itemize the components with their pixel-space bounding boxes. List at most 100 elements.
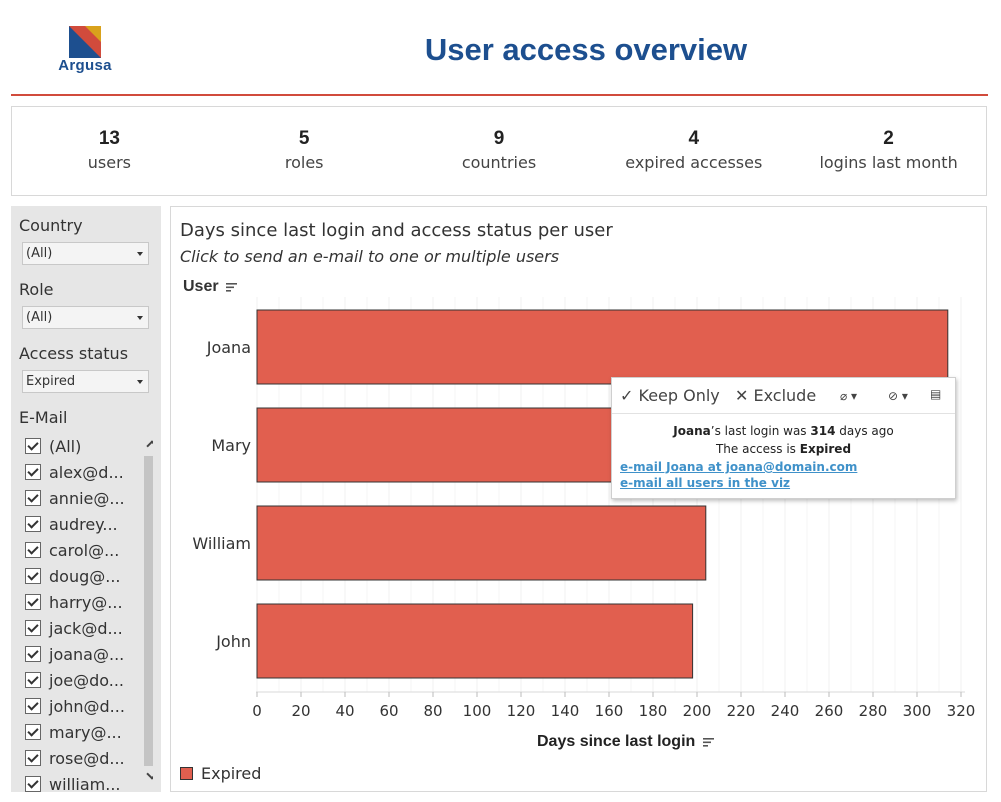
role-filter-label: Role <box>19 280 54 299</box>
checkbox[interactable] <box>25 620 41 636</box>
keep-only-button[interactable]: ✓ Keep Only <box>620 386 720 405</box>
bar-william[interactable] <box>256 505 707 581</box>
email-option[interactable]: harry@... <box>25 590 123 614</box>
tooltip-text: The access is <box>715 442 800 456</box>
country-select-value: (All) <box>26 246 53 261</box>
x-axis-header[interactable]: Days since last login <box>537 733 715 751</box>
access-status-select[interactable]: Expired <box>22 370 149 393</box>
argusa-logo-icon <box>69 26 101 58</box>
email-option-label: joana@... <box>49 644 125 664</box>
checkbox[interactable] <box>25 464 41 480</box>
view-data-button[interactable]: ▤ <box>930 387 941 401</box>
email-option[interactable]: joe@do... <box>25 668 124 692</box>
sort-icon[interactable] <box>226 282 238 292</box>
bar-chart[interactable]: Joana Mary William John 0 20 40 60 80 100 120 140 16… <box>171 297 986 732</box>
x-tick-label: 40 <box>335 702 354 720</box>
kpi-label: roles <box>284 153 324 172</box>
email-option[interactable]: audrey... <box>25 512 118 536</box>
checkbox[interactable] <box>25 490 41 506</box>
x-tick-label: 220 <box>727 702 756 720</box>
x-tick-label: 180 <box>639 702 668 720</box>
email-option-label: william... <box>49 774 121 793</box>
email-option[interactable]: mary@... <box>25 720 122 744</box>
user-axis-label: User <box>183 278 219 295</box>
email-option-label: joe@do... <box>49 670 124 690</box>
check-icon: ✓ <box>620 386 634 405</box>
checkbox[interactable] <box>25 776 41 792</box>
set-icon: ⊘ <box>888 389 899 403</box>
email-option[interactable]: doug@... <box>25 564 121 588</box>
chart-panel: Days since last login and access status … <box>170 206 987 792</box>
legend-label: Expired <box>201 764 262 783</box>
email-filter-label: E-Mail <box>19 408 68 427</box>
checkbox[interactable] <box>25 646 41 662</box>
email-option-label: alex@d... <box>49 462 124 482</box>
checkbox[interactable] <box>25 594 41 610</box>
checkbox[interactable] <box>25 750 41 766</box>
email-option-label: rose@d... <box>49 748 125 768</box>
x-tick-label: 320 <box>947 702 976 720</box>
email-option[interactable]: jack@d... <box>25 616 123 640</box>
user-label: Joana <box>206 338 251 357</box>
chevron-down-icon: ▾ <box>898 389 908 403</box>
scroll-down-icon[interactable] <box>146 768 153 780</box>
tooltip-status: Expired <box>799 442 852 456</box>
create-set-button[interactable]: ⊘ ▾ <box>888 389 908 403</box>
checkbox[interactable] <box>25 698 41 714</box>
role-select[interactable]: (All) <box>22 306 149 329</box>
bar-john[interactable] <box>256 603 694 679</box>
kpi-label: users <box>87 153 132 172</box>
email-option[interactable]: (All) <box>25 434 81 458</box>
scrollbar-thumb[interactable] <box>144 456 153 766</box>
scroll-up-icon[interactable] <box>146 440 153 452</box>
kpi-countries: 9 countries <box>402 107 597 195</box>
checkbox[interactable] <box>25 568 41 584</box>
kpi-label: expired accesses <box>625 153 763 172</box>
kpi-expired: 4 expired accesses <box>596 107 791 195</box>
email-option-label: annie@... <box>49 488 125 508</box>
email-option[interactable]: john@d... <box>25 694 125 718</box>
user-label: William <box>192 534 251 553</box>
checkbox[interactable] <box>25 516 41 532</box>
email-option[interactable]: joana@... <box>25 642 124 666</box>
group-members-button[interactable]: ⌀ ▾ <box>840 389 857 403</box>
x-tick-label: 100 <box>463 702 492 720</box>
x-tick-label: 280 <box>859 702 888 720</box>
table-icon: ▤ <box>930 387 942 401</box>
email-option-label: john@d... <box>49 696 125 716</box>
email-option[interactable]: alex@d... <box>25 460 124 484</box>
email-user-link[interactable]: e-mail Joana at joana@domain.com <box>620 460 858 474</box>
bar-joana[interactable] <box>256 309 949 385</box>
exclude-button[interactable]: ✕ Exclude <box>735 386 816 405</box>
chevron-down-icon: ▾ <box>847 389 858 403</box>
kpi-value: 9 <box>493 128 505 149</box>
x-tick-label: 0 <box>252 702 262 720</box>
checkbox[interactable] <box>25 542 41 558</box>
dropdown-arrow-icon <box>137 316 143 320</box>
kpi-bar: 13 users 5 roles 9 countries 4 expired a… <box>11 106 987 196</box>
user-label: Mary <box>211 436 251 455</box>
access-status-select-value: Expired <box>26 374 76 389</box>
email-option[interactable]: rose@d... <box>25 746 125 770</box>
email-list-scrollbar[interactable] <box>143 434 153 784</box>
x-tick-label: 60 <box>379 702 398 720</box>
email-option[interactable]: carol@... <box>25 538 119 562</box>
checkbox[interactable] <box>25 724 41 740</box>
email-option[interactable]: william... <box>25 772 121 792</box>
close-icon: ✕ <box>735 386 749 405</box>
email-all-link[interactable]: e-mail all users in the viz <box>620 476 791 490</box>
country-select[interactable]: (All) <box>22 242 149 265</box>
user-axis-header[interactable]: User <box>183 278 238 296</box>
email-checkbox-list: (All) alex@d... annie@... audrey... caro… <box>21 434 153 792</box>
checkbox[interactable] <box>25 672 41 688</box>
access-status-filter-label: Access status <box>19 344 129 363</box>
x-tick-label: 80 <box>423 702 442 720</box>
checkbox[interactable] <box>25 438 41 454</box>
page-title: User access overview <box>424 32 748 67</box>
email-option[interactable]: annie@... <box>25 486 125 510</box>
tooltip-login-line: Joana’s last login was 314 days ago <box>612 424 955 438</box>
tooltip-text: ’s last login was <box>710 424 811 438</box>
dropdown-arrow-icon <box>137 380 143 384</box>
kpi-label: logins last month <box>819 153 958 172</box>
sort-icon[interactable] <box>702 737 715 747</box>
